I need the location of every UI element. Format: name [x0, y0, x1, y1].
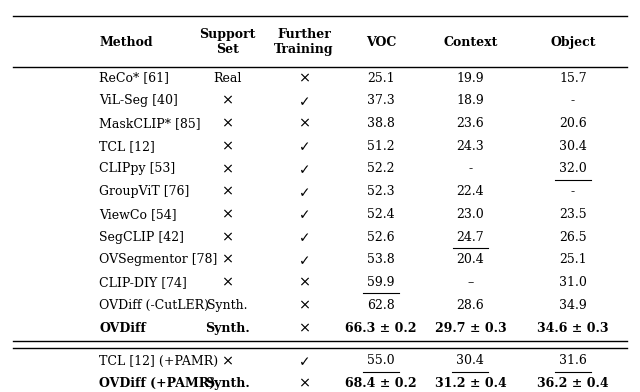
Text: 20.6: 20.6 — [559, 117, 587, 130]
Text: 23.5: 23.5 — [559, 208, 587, 221]
Text: 23.0: 23.0 — [456, 208, 484, 221]
Text: 28.6: 28.6 — [456, 299, 484, 312]
Text: $\checkmark$: $\checkmark$ — [298, 207, 310, 221]
Text: OVDiff: OVDiff — [99, 321, 146, 335]
Text: Real: Real — [213, 71, 241, 85]
Text: $\times$: $\times$ — [298, 298, 310, 312]
Text: $\times$: $\times$ — [298, 116, 310, 131]
Text: Synth.: Synth. — [205, 321, 250, 335]
Text: 30.4: 30.4 — [456, 354, 484, 367]
Text: GroupViT [76]: GroupViT [76] — [99, 185, 189, 198]
Text: TCL [12] (+PAMR): TCL [12] (+PAMR) — [99, 354, 218, 367]
Text: 55.0: 55.0 — [367, 354, 395, 367]
Text: 31.2 ± 0.4: 31.2 ± 0.4 — [435, 377, 506, 390]
Text: Method: Method — [99, 36, 153, 49]
Text: $\times$: $\times$ — [221, 162, 233, 176]
Text: 24.7: 24.7 — [456, 230, 484, 244]
Text: $\checkmark$: $\checkmark$ — [298, 162, 310, 176]
Text: 25.1: 25.1 — [367, 71, 395, 85]
Text: 37.3: 37.3 — [367, 94, 395, 107]
Text: MaskCLIP* [85]: MaskCLIP* [85] — [99, 117, 201, 130]
Text: Object: Object — [550, 36, 596, 49]
Text: 51.2: 51.2 — [367, 140, 395, 153]
Text: 62.8: 62.8 — [367, 299, 395, 312]
Text: 52.6: 52.6 — [367, 230, 395, 244]
Text: Further
Training: Further Training — [274, 28, 334, 56]
Text: $\times$: $\times$ — [221, 207, 233, 221]
Text: $\checkmark$: $\checkmark$ — [298, 139, 310, 153]
Text: 15.7: 15.7 — [559, 71, 587, 85]
Text: –: – — [467, 276, 474, 289]
Text: TCL [12]: TCL [12] — [99, 140, 155, 153]
Text: 38.8: 38.8 — [367, 117, 395, 130]
Text: OVDiff (+PAMR): OVDiff (+PAMR) — [99, 377, 215, 390]
Text: 24.3: 24.3 — [456, 140, 484, 153]
Text: ReCo* [61]: ReCo* [61] — [99, 71, 169, 85]
Text: 22.4: 22.4 — [456, 185, 484, 198]
Text: ViL-Seg [40]: ViL-Seg [40] — [99, 94, 178, 107]
Text: 19.9: 19.9 — [456, 71, 484, 85]
Text: 53.8: 53.8 — [367, 253, 395, 267]
Text: $\times$: $\times$ — [221, 139, 233, 153]
Text: $\times$: $\times$ — [221, 116, 233, 131]
Text: $\times$: $\times$ — [221, 276, 233, 290]
Text: 68.4 ± 0.2: 68.4 ± 0.2 — [345, 377, 417, 390]
Text: OVSegmentor [78]: OVSegmentor [78] — [99, 253, 218, 267]
Text: $\times$: $\times$ — [298, 377, 310, 391]
Text: 66.3 ± 0.2: 66.3 ± 0.2 — [345, 321, 417, 335]
Text: 52.3: 52.3 — [367, 185, 395, 198]
Text: 31.6: 31.6 — [559, 354, 587, 367]
Text: 20.4: 20.4 — [456, 253, 484, 267]
Text: 30.4: 30.4 — [559, 140, 587, 153]
Text: 34.9: 34.9 — [559, 299, 587, 312]
Text: $\times$: $\times$ — [298, 276, 310, 290]
Text: 29.7 ± 0.3: 29.7 ± 0.3 — [435, 321, 506, 335]
Text: OVDiff (-CutLER): OVDiff (-CutLER) — [99, 299, 209, 312]
Text: Synth.: Synth. — [207, 299, 248, 312]
Text: 36.2 ± 0.4: 36.2 ± 0.4 — [537, 377, 609, 390]
Text: Synth.: Synth. — [205, 377, 250, 390]
Text: 32.0: 32.0 — [559, 162, 587, 176]
Text: $\times$: $\times$ — [298, 321, 310, 335]
Text: $\checkmark$: $\checkmark$ — [298, 354, 310, 368]
Text: 59.9: 59.9 — [367, 276, 394, 289]
Text: -: - — [571, 185, 575, 198]
Text: $\times$: $\times$ — [221, 94, 233, 108]
Text: Support
Set: Support Set — [199, 28, 255, 56]
Text: $\times$: $\times$ — [221, 185, 233, 199]
Text: 52.2: 52.2 — [367, 162, 394, 176]
Text: CLIP-DIY [74]: CLIP-DIY [74] — [99, 276, 187, 289]
Text: $\times$: $\times$ — [221, 354, 233, 368]
Text: 26.5: 26.5 — [559, 230, 587, 244]
Text: $\times$: $\times$ — [221, 230, 233, 244]
Text: VOC: VOC — [365, 36, 396, 49]
Text: 18.9: 18.9 — [456, 94, 484, 107]
Text: CLIPpy [53]: CLIPpy [53] — [99, 162, 175, 176]
Text: 25.1: 25.1 — [559, 253, 587, 267]
Text: $\checkmark$: $\checkmark$ — [298, 185, 310, 199]
Text: -: - — [571, 94, 575, 107]
Text: 52.4: 52.4 — [367, 208, 395, 221]
Text: Context: Context — [444, 36, 497, 49]
Text: $\times$: $\times$ — [221, 253, 233, 267]
Text: 31.0: 31.0 — [559, 276, 587, 289]
Text: $\checkmark$: $\checkmark$ — [298, 230, 310, 244]
Text: 23.6: 23.6 — [456, 117, 484, 130]
Text: $\checkmark$: $\checkmark$ — [298, 94, 310, 108]
Text: 34.6 ± 0.3: 34.6 ± 0.3 — [537, 321, 609, 335]
Text: -: - — [468, 162, 472, 176]
Text: $\checkmark$: $\checkmark$ — [298, 253, 310, 267]
Text: $\times$: $\times$ — [298, 71, 310, 85]
Text: SegCLIP [42]: SegCLIP [42] — [99, 230, 184, 244]
Text: ViewCo [54]: ViewCo [54] — [99, 208, 177, 221]
